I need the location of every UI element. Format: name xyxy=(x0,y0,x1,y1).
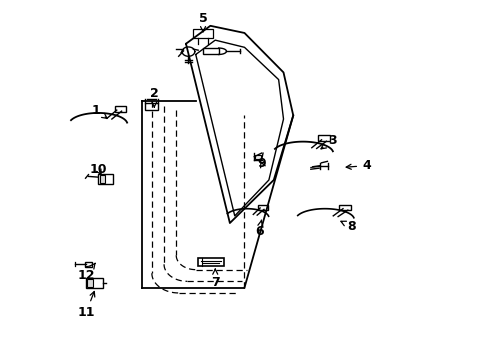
Text: 9: 9 xyxy=(257,157,265,170)
Text: 1: 1 xyxy=(91,104,107,118)
Bar xyxy=(100,175,105,183)
Text: 2: 2 xyxy=(150,87,158,107)
Bar xyxy=(87,279,93,287)
Text: 11: 11 xyxy=(77,292,95,319)
Bar xyxy=(86,278,103,288)
Text: 4: 4 xyxy=(346,159,370,172)
Bar xyxy=(193,30,212,39)
Text: 3: 3 xyxy=(320,134,336,149)
Text: 7: 7 xyxy=(210,269,219,289)
Bar xyxy=(98,174,113,184)
Bar xyxy=(258,205,267,210)
Text: 8: 8 xyxy=(340,220,355,233)
Bar xyxy=(255,155,261,159)
Bar xyxy=(338,205,350,211)
Bar xyxy=(115,106,126,112)
Bar xyxy=(144,103,158,110)
Text: 5: 5 xyxy=(198,12,207,32)
Bar xyxy=(198,258,223,266)
Bar xyxy=(203,48,218,54)
Text: 10: 10 xyxy=(89,163,107,176)
Bar xyxy=(84,262,92,267)
Text: 12: 12 xyxy=(77,263,95,282)
Text: 6: 6 xyxy=(254,220,263,238)
Bar xyxy=(317,135,329,141)
